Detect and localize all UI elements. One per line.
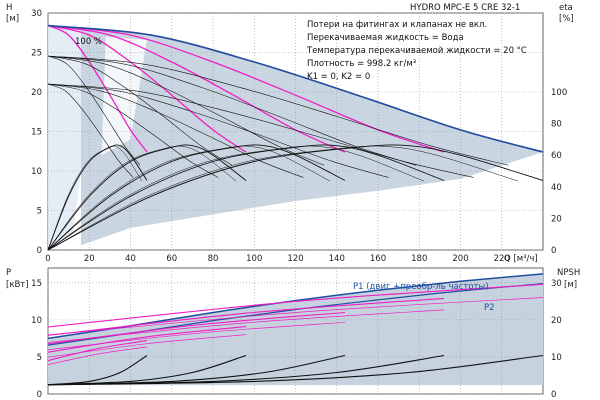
x-tick-label: 140 — [329, 254, 345, 264]
x-tick-label: 20 — [84, 254, 95, 264]
power-curve-stage — [47, 297, 445, 336]
efficiency-curve — [47, 144, 247, 251]
head-tick-label: 30 — [31, 9, 42, 19]
x-tick-label: 200 — [452, 254, 468, 264]
x-axis-label: Q [м³/ч] — [504, 254, 538, 264]
eta-axis-unit: [%] — [559, 14, 574, 24]
chart-title: HYDRO MPC-E 5 CRE 32-1 — [410, 3, 520, 13]
head-curve-reduced — [47, 55, 233, 166]
efficiency-curve-reduced — [47, 145, 237, 251]
eta-tick-label: 20 — [551, 214, 562, 224]
efficiency-100-label: 100 % — [75, 37, 102, 47]
eta-tick-label: 80 — [551, 120, 562, 130]
npsh-tick-label: 20 — [551, 316, 562, 326]
head-envelope-curve — [47, 24, 544, 153]
power-curve-stage — [47, 326, 247, 353]
head-axis-unit: [м] — [6, 14, 19, 24]
power-curve-stage-p2 — [47, 334, 247, 358]
efficiency-curve — [47, 144, 346, 251]
efficiency-curve-reduced — [47, 145, 519, 251]
x-tick-label: 0 — [45, 254, 50, 264]
head-curve-reduced — [47, 55, 509, 166]
head-tick-label: 0 — [37, 246, 42, 256]
head-curve-reduced — [47, 83, 389, 178]
info-notes: Потери на фитингах и клапанах не вкл. Пе… — [306, 20, 527, 82]
note-line: Потери на фитингах и клапанах не вкл. — [307, 20, 487, 30]
p2-label: P2 — [484, 303, 495, 313]
head-curve-reduced — [47, 55, 325, 166]
eta-tick-label: 0 — [551, 246, 556, 256]
efficiency-curve-reduced — [47, 145, 143, 251]
head-tick-label: 15 — [31, 128, 42, 138]
head-tick-label: 5 — [37, 207, 42, 217]
efficiency-curve-reduced — [47, 145, 425, 251]
power-curve-stage-p2 — [47, 321, 346, 351]
x-tick-label: 100 — [246, 254, 262, 264]
head-curve-reduced — [47, 83, 474, 178]
npsh-curve — [47, 354, 544, 386]
power-curve-stage — [47, 340, 148, 362]
note-line: K1 = 0, K2 = 0 — [307, 72, 370, 82]
head-curve-reduced — [47, 55, 141, 166]
power-tick-label: 15 — [31, 279, 42, 289]
note-line: Перекачиваемая жидкость = Вода — [307, 33, 464, 43]
power-tick-label: 10 — [31, 316, 42, 326]
head-tick-label: 10 — [31, 167, 42, 177]
head-curve-reduced — [47, 83, 134, 178]
power-axis-label: P — [6, 268, 11, 278]
head-curve-max — [47, 24, 247, 153]
power-curve-stage — [47, 283, 544, 328]
p1-label: P1 (двиг.+преобр-ль частоты) — [353, 282, 489, 292]
head-curve-reduced — [47, 83, 219, 178]
efficiency-curve — [47, 144, 148, 251]
efficiency-curve — [47, 144, 544, 251]
note-line: Плотность = 998.2 кг/м³ — [307, 59, 416, 69]
npsh-tick-label: 0 — [551, 390, 556, 400]
x-tick-label: 80 — [208, 254, 219, 264]
head-tick-label: 20 — [31, 88, 42, 98]
head-tick-label: 25 — [31, 49, 42, 59]
x-tick-label: 120 — [287, 254, 303, 264]
eta-tick-label: 60 — [551, 151, 562, 161]
x-tick-label: 220 — [494, 254, 510, 264]
power-tick-label: 0 — [37, 390, 42, 400]
npsh-tick-label: 10 — [551, 353, 562, 363]
x-tick-label: 60 — [166, 254, 177, 264]
power-tick-label: 5 — [37, 353, 42, 363]
power-curve-stage — [47, 311, 346, 345]
head-curve-max — [47, 24, 445, 153]
power-curve-stage-p2 — [47, 346, 148, 365]
power-curve-stage-p2 — [47, 309, 445, 343]
power-axis-unit: [кВт] — [6, 280, 29, 290]
npsh-tick-label: 30 — [551, 279, 562, 289]
efficiency-curve — [47, 144, 445, 251]
x-tick-label: 180 — [411, 254, 427, 264]
x-tick-label: 40 — [125, 254, 136, 264]
operating-area-low — [48, 25, 90, 247]
head-curve-reduced — [47, 83, 304, 178]
x-tick-label: 160 — [370, 254, 386, 264]
npsh-axis-label: NPSH — [557, 268, 580, 278]
eta-axis-label: eta — [559, 3, 573, 13]
power-curve-stage-p2 — [47, 297, 544, 336]
head-axis-label: H — [6, 3, 12, 13]
eta-tick-label: 100 — [551, 88, 567, 98]
note-line: Температура перекачиваемой жидкости = 20… — [306, 46, 527, 56]
eta-tick-label: 40 — [551, 183, 562, 193]
npsh-axis-unit: [м] — [564, 280, 577, 290]
head-curve-max — [47, 24, 148, 153]
